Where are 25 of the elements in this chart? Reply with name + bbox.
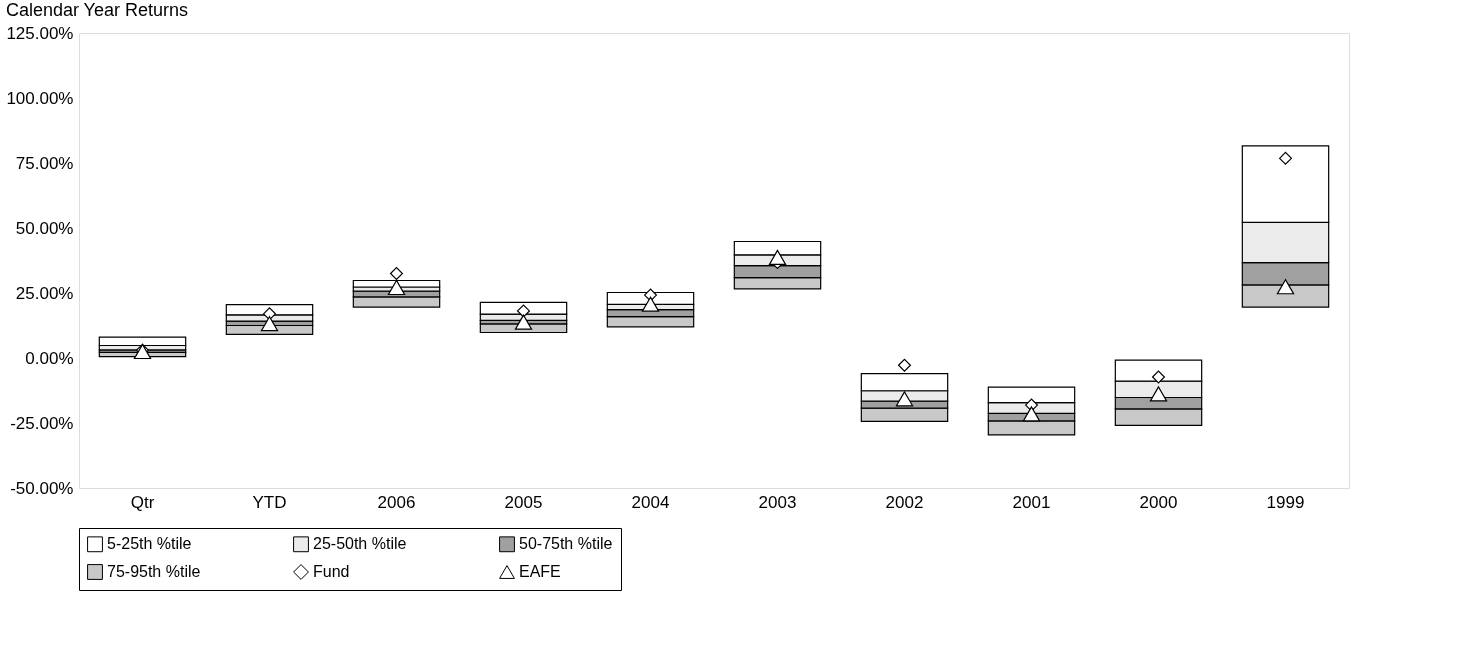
x-tick-label: 1999 — [1266, 492, 1305, 512]
y-tick-label: 25.00% — [15, 283, 74, 303]
legend-label: 50-75th %tile — [519, 535, 613, 553]
y-tick-label: -50.00% — [10, 478, 74, 498]
y-tick-label: 100.00% — [6, 88, 74, 108]
legend-label: 5-25th %tile — [107, 535, 192, 553]
x-tick-label: 2006 — [377, 492, 416, 512]
x-tick-label: 2000 — [1139, 492, 1178, 512]
y-tick-label: 50.00% — [15, 218, 74, 238]
x-tick-label: Qtr — [130, 492, 155, 512]
y-tick-label: 75.00% — [15, 153, 74, 173]
x-tick-label: YTD — [252, 492, 287, 512]
x-tick-label: 2001 — [1012, 492, 1051, 512]
legend-label: 75-95th %tile — [107, 563, 201, 580]
legend-label: Fund — [313, 563, 350, 580]
y-tick-label: -25.00% — [10, 413, 74, 433]
legend-label: 25-50th %tile — [313, 535, 407, 553]
x-tick-label: 2002 — [885, 492, 924, 512]
x-tick-label: 2003 — [758, 492, 797, 512]
y-tick-label: 0.00% — [25, 348, 74, 368]
x-tick-label: 2004 — [631, 492, 670, 512]
chart-title: Calendar Year Returns — [5, 0, 189, 20]
x-tick-label: 2005 — [504, 492, 543, 512]
y-tick-label: 125.00% — [6, 23, 74, 43]
legend-label: EAFE — [519, 563, 561, 580]
